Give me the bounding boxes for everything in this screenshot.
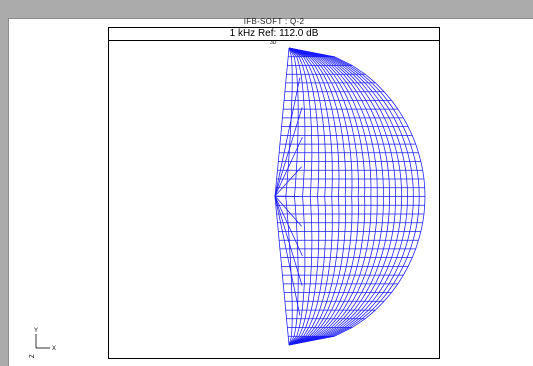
mesh-line bbox=[274, 195, 300, 197]
mesh-line bbox=[274, 195, 303, 257]
x-axis-label: X bbox=[52, 346, 56, 352]
directivity-balloon-plot bbox=[274, 47, 426, 346]
mesh-line bbox=[288, 47, 372, 346]
mesh-line bbox=[288, 47, 340, 346]
y-axis-label: Y bbox=[34, 328, 38, 334]
mesh-line bbox=[288, 47, 390, 346]
mesh-line bbox=[288, 47, 353, 346]
document-title: IFB-SOFT : Q-2 bbox=[243, 17, 305, 26]
mesh-line bbox=[274, 136, 303, 197]
mesh-line bbox=[288, 47, 333, 346]
axis-orientation-icon: Y X Z bbox=[30, 328, 56, 358]
mesh-line bbox=[274, 77, 301, 197]
chart-header: 1 kHz Ref: 112.0 dB bbox=[109, 28, 439, 41]
mesh-line bbox=[288, 47, 366, 346]
mesh-line bbox=[288, 47, 408, 346]
mesh-line bbox=[288, 47, 306, 346]
mesh-line bbox=[274, 195, 303, 286]
mesh-line bbox=[274, 166, 302, 197]
mesh-line bbox=[288, 47, 420, 346]
mesh-line bbox=[274, 195, 302, 227]
view-mode-label: 3D bbox=[270, 40, 277, 46]
mesh-line bbox=[288, 47, 378, 346]
mesh-line bbox=[288, 47, 426, 346]
mesh-line bbox=[288, 47, 346, 346]
mesh-line bbox=[274, 195, 301, 316]
balloon-wireframe bbox=[274, 47, 426, 346]
mesh-line bbox=[288, 47, 384, 346]
mesh-line bbox=[288, 47, 414, 346]
mesh-line bbox=[288, 47, 402, 346]
z-axis-label: Z bbox=[30, 354, 36, 358]
chart-frame: 1 kHz Ref: 112.0 dB bbox=[108, 27, 440, 359]
mesh-line bbox=[288, 47, 326, 346]
mesh-line bbox=[288, 47, 396, 346]
mesh-line bbox=[288, 47, 313, 346]
mesh-line bbox=[288, 47, 320, 346]
mesh-line bbox=[274, 107, 303, 197]
mesh-line bbox=[288, 47, 359, 346]
